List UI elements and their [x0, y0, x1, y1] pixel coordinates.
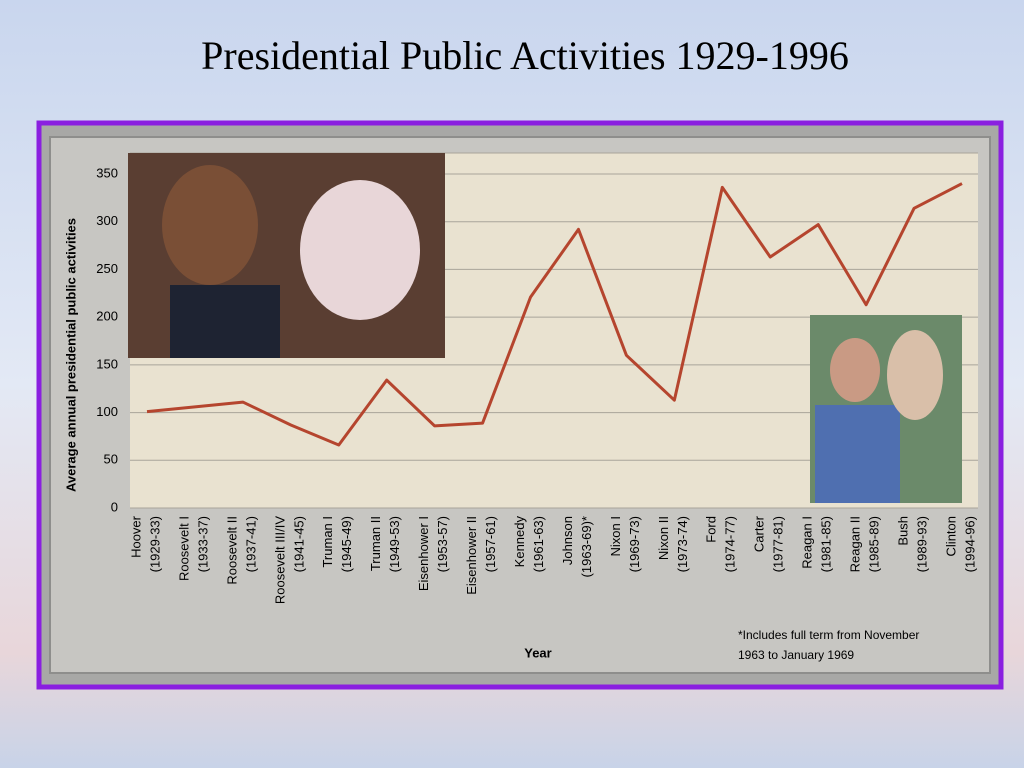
photo-shape	[162, 165, 258, 285]
x-tick-label: Reagan II	[848, 516, 863, 572]
x-tick-label: (1974-77)	[723, 516, 738, 572]
y-tick-label: 0	[111, 499, 118, 514]
x-tick-label: (1957-61)	[483, 516, 498, 572]
x-tick-label: (1937-41)	[243, 516, 258, 572]
photo-right	[810, 315, 962, 503]
x-tick-label: Roosevelt II	[224, 516, 239, 585]
x-tick-label: Nixon II	[656, 516, 671, 560]
photo-shape	[300, 180, 420, 320]
x-axis-label: Year	[524, 645, 551, 660]
x-tick-label: Clinton	[943, 516, 958, 556]
x-tick-label: (1985-89)	[867, 516, 882, 572]
y-tick-label: 100	[96, 404, 118, 419]
note: 1963 to January 1969	[738, 648, 854, 662]
x-tick-label: Roosevelt III/IV	[272, 516, 287, 604]
x-tick-label: (1981-85)	[819, 516, 834, 572]
note: *Includes full term from November	[738, 628, 919, 642]
y-tick-label: 150	[96, 356, 118, 371]
x-tick-label: (1961-63)	[531, 516, 546, 572]
photo-left	[128, 153, 445, 358]
line	[146, 182, 963, 447]
x-tick-label: (1933-37)	[195, 516, 210, 572]
x-tick-label: Bush	[895, 516, 910, 546]
x-tick-label: Truman I	[320, 516, 335, 568]
x-tick-label: Carter	[752, 515, 767, 552]
y-tick-label: 200	[96, 309, 118, 324]
x-tick-label: (1973-74)	[675, 516, 690, 572]
x-tick-label: Truman II	[368, 516, 383, 571]
x-tick-label: (1963-69)*	[579, 516, 594, 577]
y-axis-label: Average annual presidential public activ…	[63, 218, 78, 492]
photo-shape	[830, 338, 880, 402]
x-tick-label: Ford	[704, 516, 719, 543]
y-tick-label: 300	[96, 213, 118, 228]
x-tick-label: Roosevelt I	[176, 516, 191, 581]
slide-title: Presidential Public Activities 1929-1996	[201, 33, 849, 78]
x-tick-label: Hoover	[128, 515, 143, 558]
x-tick-label: Kennedy	[512, 516, 527, 568]
x-tick-label: (1994-96)	[962, 516, 977, 572]
x-tick-label: (1969-73)	[627, 516, 642, 572]
y-tick-label: 50	[104, 452, 118, 467]
x-tick-label: (1953-57)	[435, 516, 450, 572]
x-tick-label: (1989-93)	[914, 516, 929, 572]
x-tick-label: (1949-53)	[387, 516, 402, 572]
x-tick-label: (1929-33)	[147, 516, 162, 572]
x-tick-label: Nixon I	[608, 516, 623, 556]
photo-shape	[887, 330, 943, 420]
x-tick-label: Eisenhower II	[464, 516, 479, 595]
x-tick-label: Johnson	[560, 516, 575, 565]
photo-shape	[815, 405, 900, 503]
x-tick-label: (1977-81)	[771, 516, 786, 572]
y-tick-label: 350	[96, 165, 118, 180]
y-tick-label: 250	[96, 261, 118, 276]
x-tick-label: Eisenhower I	[416, 516, 431, 591]
x-tick-label: (1945-49)	[339, 516, 354, 572]
x-tick-label: Reagan I	[800, 516, 815, 569]
photo-shape	[170, 285, 280, 358]
x-tick-label: (1941-45)	[291, 516, 306, 572]
